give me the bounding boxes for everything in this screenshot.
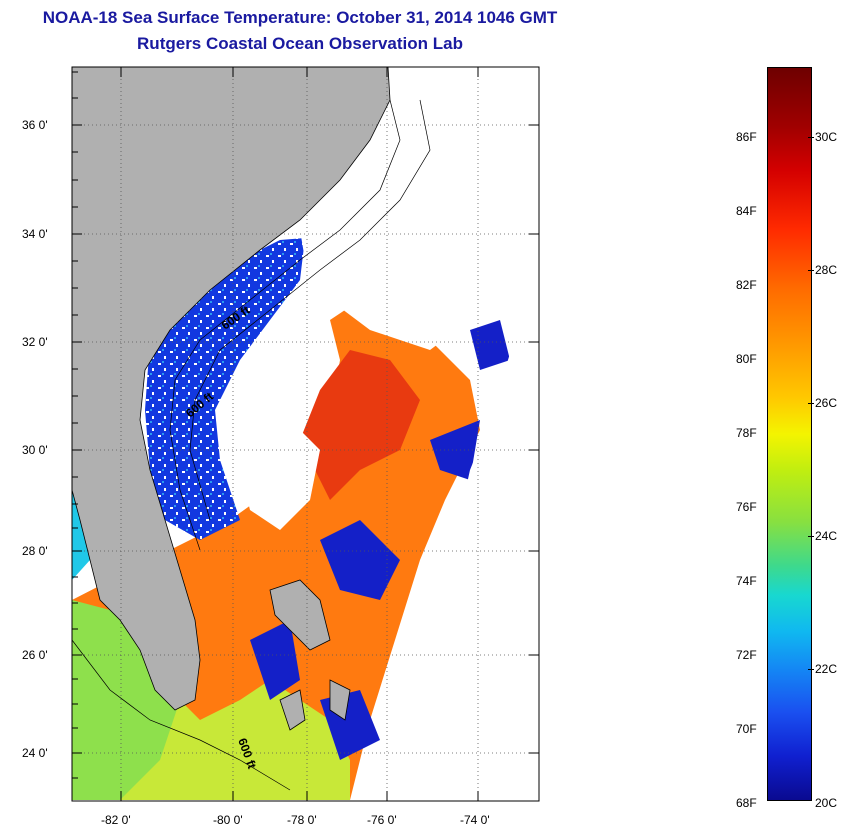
- colorbar-label-70f: 70F: [736, 722, 757, 736]
- colorbar-label-86f: 86F: [736, 130, 757, 144]
- lon-label-80: -80 0': [213, 813, 243, 827]
- colorbar-label-26c: 26C: [815, 396, 838, 410]
- colorbar-label-74f: 74F: [736, 574, 757, 588]
- lat-label-24: 24 0': [22, 746, 48, 760]
- colorbar-label-80f: 80F: [736, 352, 757, 366]
- colorbar-label-24c: 24C: [815, 529, 838, 543]
- colorbar-label-68f: 68F: [736, 796, 757, 810]
- cloud-region: [330, 280, 539, 801]
- sst-hot-core: [300, 350, 420, 500]
- isobath-contour-2: [189, 99, 431, 521]
- colorbar-label-82f: 82F: [736, 278, 757, 292]
- colorbar-tick-22c: [808, 669, 814, 670]
- lon-label-78: -78 0': [287, 813, 317, 827]
- colorbar-tick-26c: [808, 403, 814, 404]
- colorbar-tick-30c: [808, 137, 814, 138]
- lon-label-76: -76 0': [367, 813, 397, 827]
- colorbar-label-76f: 76F: [736, 500, 757, 514]
- colorbar-label-84f: 84F: [736, 204, 757, 218]
- colorbar-tick-28c: [808, 270, 814, 271]
- map-frame: [71, 66, 540, 802]
- colorbar-label-78f: 78F: [736, 426, 757, 440]
- isobath-contour-3: [72, 639, 291, 791]
- sst-shelf-green: [72, 600, 180, 800]
- map-plot-area: 600 ft 600 ft 600 ft: [72, 67, 539, 801]
- lat-label-30: 30 0': [22, 443, 48, 457]
- lat-label-28: 28 0': [22, 544, 48, 558]
- lat-label-36: 36 0': [22, 118, 48, 132]
- land-mass: [72, 67, 391, 711]
- map-subtitle: Rutgers Coastal Ocean Observation Lab: [137, 34, 463, 53]
- isobath-contour: [169, 99, 401, 551]
- cloud-region-north: [300, 150, 539, 300]
- lon-label-74: -74 0': [460, 813, 490, 827]
- bahamas-islands: [269, 579, 351, 731]
- sst-cold-patches: [250, 320, 510, 760]
- colorbar-label-28c: 28C: [815, 263, 838, 277]
- colorbar-label-20c: 20C: [815, 796, 838, 810]
- colorbar-tick-24c: [808, 536, 814, 537]
- lat-label-34: 34 0': [22, 227, 48, 241]
- map-ticks: [72, 67, 539, 801]
- colorbar-label-30c: 30C: [815, 130, 838, 144]
- temperature-colorbar: [767, 67, 812, 801]
- colorbar-label-22c: 22C: [815, 662, 838, 676]
- map-title: NOAA-18 Sea Surface Temperature: October…: [42, 8, 558, 27]
- cloud-region-center: [240, 420, 320, 530]
- lon-label-82: -82 0': [101, 813, 131, 827]
- lat-label-26: 26 0': [22, 648, 48, 662]
- colorbar-label-72f: 72F: [736, 648, 757, 662]
- lat-label-32: 32 0': [22, 335, 48, 349]
